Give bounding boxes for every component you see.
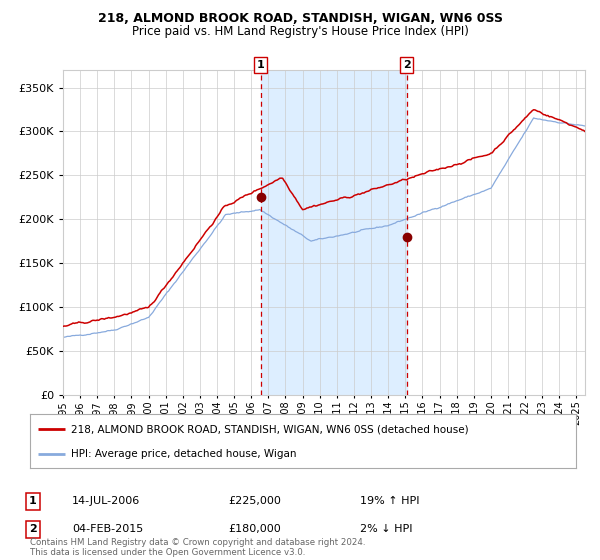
Text: 2% ↓ HPI: 2% ↓ HPI [360, 524, 413, 534]
Text: 1: 1 [29, 496, 37, 506]
Text: £225,000: £225,000 [228, 496, 281, 506]
Text: Price paid vs. HM Land Registry's House Price Index (HPI): Price paid vs. HM Land Registry's House … [131, 25, 469, 38]
Text: 04-FEB-2015: 04-FEB-2015 [72, 524, 143, 534]
Text: 2: 2 [403, 60, 411, 70]
Text: £180,000: £180,000 [228, 524, 281, 534]
Text: Contains HM Land Registry data © Crown copyright and database right 2024.
This d: Contains HM Land Registry data © Crown c… [30, 538, 365, 557]
Text: 19% ↑ HPI: 19% ↑ HPI [360, 496, 419, 506]
Text: 2: 2 [29, 524, 37, 534]
Text: 218, ALMOND BROOK ROAD, STANDISH, WIGAN, WN6 0SS: 218, ALMOND BROOK ROAD, STANDISH, WIGAN,… [97, 12, 503, 25]
Text: 218, ALMOND BROOK ROAD, STANDISH, WIGAN, WN6 0SS (detached house): 218, ALMOND BROOK ROAD, STANDISH, WIGAN,… [71, 424, 469, 435]
Text: HPI: Average price, detached house, Wigan: HPI: Average price, detached house, Wiga… [71, 449, 296, 459]
Text: 1: 1 [257, 60, 265, 70]
Text: 14-JUL-2006: 14-JUL-2006 [72, 496, 140, 506]
Bar [260, 70, 407, 395]
